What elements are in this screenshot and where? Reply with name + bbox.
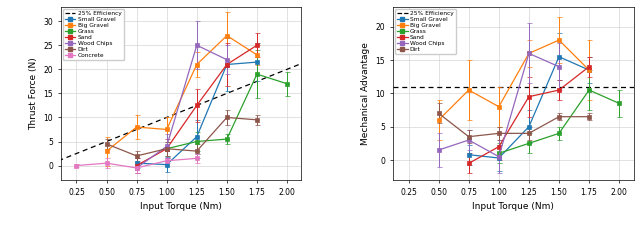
Y-axis label: Thrust Force (N): Thrust Force (N): [29, 57, 38, 130]
Legend: 25% Efficiency, Small Gravel, Big Gravel, Grass, Sand, Wood Chips, Dirt, Concret: 25% Efficiency, Small Gravel, Big Gravel…: [63, 9, 124, 60]
Legend: 25% Efficiency, Small Gravel, Big Gravel, Grass, Sand, Wood Chips, Dirt: 25% Efficiency, Small Gravel, Big Gravel…: [395, 9, 456, 54]
Y-axis label: Mechanical Advantage: Mechanical Advantage: [361, 42, 370, 145]
X-axis label: Input Torque (Nm): Input Torque (Nm): [472, 202, 554, 211]
X-axis label: Input Torque (Nm): Input Torque (Nm): [140, 202, 222, 211]
